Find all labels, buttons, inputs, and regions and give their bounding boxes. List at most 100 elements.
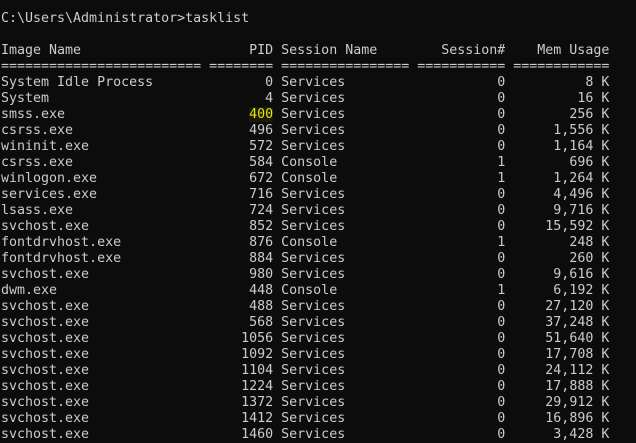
cell-session-name: Services	[281, 91, 346, 106]
cell-pid: 852	[249, 219, 274, 234]
table-row: wininit.exe 572 Services 0 1,164 K	[1, 139, 636, 155]
cell-session-number: 0	[497, 427, 506, 442]
spacer	[201, 347, 209, 363]
spacer	[409, 171, 417, 187]
spacer	[505, 107, 513, 123]
cell-image-name: svchost.exe	[1, 363, 90, 378]
spacer	[273, 171, 281, 187]
highlighted-value: 400	[249, 107, 274, 122]
table-row: svchost.exe 980 Services 0 9,616 K	[1, 267, 636, 283]
cell-session-name: Services	[281, 315, 346, 330]
cell-pid: 876	[249, 235, 274, 250]
table-row: svchost.exe 1372 Services 0 29,912 K	[1, 395, 636, 411]
spacer	[201, 75, 209, 91]
cell-pid: 496	[249, 123, 274, 138]
spacer	[201, 379, 209, 395]
cell-image-name: csrss.exe	[1, 155, 74, 170]
spacer	[273, 139, 281, 155]
cell-session-name: Services	[281, 395, 346, 410]
cell-pid: 1460	[241, 427, 274, 442]
spacer	[201, 315, 209, 331]
header-pid: PID	[249, 43, 274, 58]
spacer	[201, 187, 209, 203]
spacer	[409, 395, 417, 411]
spacer	[505, 123, 513, 139]
cell-session-number: 0	[497, 251, 506, 266]
table-row: services.exe 716 Services 0 4,496 K	[1, 187, 636, 203]
spacer	[409, 203, 417, 219]
spacer	[201, 411, 209, 427]
spacer	[505, 171, 513, 187]
spacer	[409, 155, 417, 171]
table-row: System 4 Services 0 16 K	[1, 91, 636, 107]
cell-pid: 1372	[241, 395, 274, 410]
cell-mem-usage: 1,556 K	[553, 123, 610, 138]
spacer	[409, 235, 417, 251]
cell-session-number: 1	[497, 171, 506, 186]
separator-pid: ========	[209, 59, 274, 74]
cell-image-name: smss.exe	[1, 107, 66, 122]
spacer	[273, 395, 281, 411]
spacer	[201, 91, 209, 107]
cell-mem-usage: 6,192 K	[553, 283, 610, 298]
cell-pid: 488	[249, 299, 274, 314]
cell-pid: 724	[249, 203, 274, 218]
cell-session-name: Services	[281, 187, 346, 202]
cell-session-name: Services	[281, 139, 346, 154]
table-row: svchost.exe 1460 Services 0 3,428 K	[1, 427, 636, 443]
cell-mem-usage: 3,428 K	[553, 427, 610, 442]
spacer	[505, 379, 513, 395]
header-mem-usage: Mem Usage	[537, 43, 610, 58]
spacer	[201, 219, 209, 235]
spacer	[201, 395, 209, 411]
spacer	[201, 235, 209, 251]
spacer	[273, 91, 281, 107]
spacer	[505, 347, 513, 363]
cell-session-name: Services	[281, 219, 346, 234]
cell-pid: 448	[249, 283, 274, 298]
spacer	[201, 171, 209, 187]
process-list: System Idle Process 0 Services 0 8 K System 4 S…	[1, 75, 636, 443]
spacer	[505, 59, 513, 75]
cell-session-number: 0	[497, 219, 506, 234]
console-window[interactable]: C:\Users\Administrator>tasklist Image Na…	[1, 11, 636, 443]
cell-session-number: 1	[497, 235, 506, 250]
cell-session-number: 0	[497, 347, 506, 362]
table-row: svchost.exe 1092 Services 0 17,708 K	[1, 347, 636, 363]
spacer	[273, 155, 281, 171]
spacer	[201, 139, 209, 155]
spacer	[273, 315, 281, 331]
table-separator: ========================= ======== =======…	[1, 59, 636, 75]
separator-session-number: ===========	[417, 59, 506, 74]
spacer	[505, 235, 513, 251]
spacer	[273, 59, 281, 75]
cell-pid: 980	[249, 267, 274, 282]
spacer	[505, 315, 513, 331]
spacer	[201, 267, 209, 283]
spacer	[273, 203, 281, 219]
cell-session-number: 0	[497, 299, 506, 314]
spacer	[409, 299, 417, 315]
cell-session-name: Services	[281, 331, 346, 346]
spacer	[505, 155, 513, 171]
spacer	[505, 331, 513, 347]
cell-session-number: 1	[497, 283, 506, 298]
spacer	[505, 91, 513, 107]
cell-image-name: fontdrvhost.exe	[1, 251, 122, 266]
cell-session-name: Services	[281, 75, 346, 90]
spacer	[201, 155, 209, 171]
spacer	[409, 283, 417, 299]
spacer	[201, 123, 209, 139]
table-header: Image Name PID Session Name Session# Mem Usa…	[1, 43, 636, 59]
cell-mem-usage: 15,592 K	[545, 219, 610, 234]
cell-session-number: 1	[497, 155, 506, 170]
header-session-name: Session Name	[281, 43, 378, 58]
spacer	[409, 251, 417, 267]
spacer	[201, 363, 209, 379]
cell-session-name: Console	[281, 283, 338, 298]
cell-image-name: svchost.exe	[1, 219, 90, 234]
spacer	[201, 331, 209, 347]
cell-pid: 1056	[241, 331, 274, 346]
blank-line	[1, 27, 636, 43]
table-row: svchost.exe 1056 Services 0 51,640 K	[1, 331, 636, 347]
